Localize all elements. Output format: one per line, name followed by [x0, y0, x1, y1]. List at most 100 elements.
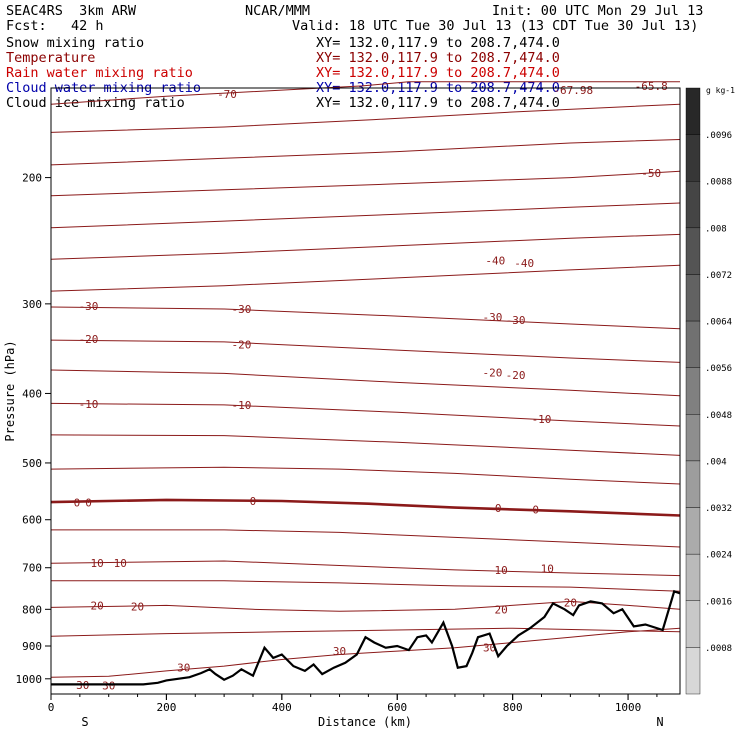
colorbar-label-4: .0064: [705, 318, 732, 328]
isotherm-label-13-4: 0: [532, 504, 539, 517]
isotherm-label-19-3: 30: [333, 645, 346, 658]
colorbar-label-0: .0096: [705, 131, 732, 141]
y-tick-label-500: 500: [22, 457, 42, 470]
isotherm-line-10: [50, 402, 681, 427]
y-axis-label: Pressure (hPa): [3, 340, 17, 441]
x-tick-label-0: 0: [48, 701, 55, 714]
isotherm-label-7-3: -30: [506, 314, 526, 327]
isotherm-label-7-2: -30: [483, 311, 503, 324]
org-label: NCAR/MMM: [245, 3, 311, 19]
y-tick-label-700: 700: [22, 562, 42, 575]
colorbar-label-2: .008: [705, 224, 727, 234]
colorbar-swatch-5: [685, 320, 701, 368]
xy-rain: XY= 132.0,117.9 to 208.7,474.0: [316, 65, 560, 81]
field-cloudice-label: Cloud ice mixing ratio: [6, 95, 185, 111]
isotherm-label-17-3: 20: [564, 597, 577, 610]
xy-snow: XY= 132.0,117.9 to 208.7,474.0: [316, 35, 560, 51]
forecast-hour: Fcst: 42 h: [6, 18, 104, 34]
isotherm-line-0: [50, 81, 680, 105]
colorbar-swatch-8: [685, 460, 701, 508]
isotherm-line-7: [50, 306, 681, 330]
field-snow-label: Snow mixing ratio: [6, 35, 145, 51]
isotherm-label-1-1: -67.98: [553, 84, 593, 97]
isotherm-label-7-0: -30: [79, 300, 99, 313]
x-tick-label-600: 600: [387, 701, 407, 714]
isotherm-label-17-2: 20: [494, 603, 507, 616]
model-title: SEAC4RS 3km ARW: [6, 3, 137, 19]
isotherm-label-3-0: -50: [641, 167, 661, 180]
field-temperature-label: Temperature: [6, 50, 96, 66]
isotherm-label-13-0: 0: [74, 497, 81, 510]
isotherm-label-13-1: 0: [85, 497, 92, 510]
field-rain-label: Rain water mixing ratio: [6, 65, 193, 81]
isotherm-label-0-0: -70: [217, 88, 237, 101]
isotherm-line-12: [50, 466, 681, 485]
isotherm-line-8: [50, 339, 681, 363]
colorbar-label-3: .0072: [705, 271, 732, 281]
x-axis-label: Distance (km): [318, 715, 412, 729]
isotherm-label-1-0: -65.8: [635, 80, 668, 93]
isotherm-label-8-1: -20: [231, 339, 251, 352]
colorbar-label-11: .0008: [705, 644, 732, 654]
colorbar-label-1: .0088: [705, 178, 732, 188]
isotherm-line-5: [50, 233, 681, 260]
colorbar-swatch-9: [685, 507, 701, 555]
x-tick-label-800: 800: [503, 701, 523, 714]
isotherm-line-15: [50, 560, 681, 577]
isotherm-label-13-2: 0: [250, 495, 257, 508]
colorbar-label-6: .0048: [705, 411, 732, 421]
isotherm-line-4: [50, 202, 681, 229]
isotherm-label-19-1: 30: [102, 680, 115, 693]
isotherm-label-5-1: -40: [514, 257, 534, 270]
isotherm-line-14: [51, 529, 681, 548]
isotherm-label-19-2: 30: [177, 662, 190, 675]
colorbar-swatch-10: [685, 553, 701, 601]
colorbar-label-8: .0032: [705, 504, 732, 514]
isotherm-label-15-0: 10: [91, 557, 104, 570]
y-tick-label-300: 300: [22, 298, 42, 311]
isotherm-label-8-3: -20: [506, 369, 526, 382]
plot-frame: [50, 87, 681, 695]
colorbar-label-7: .004: [705, 457, 727, 467]
isotherm-label-7-1: -30: [231, 303, 251, 316]
isotherm-line-3: [50, 170, 681, 197]
isotherm-label-5-0: -40: [485, 254, 505, 267]
xy-cloudice: XY= 132.0,117.9 to 208.7,474.0: [316, 95, 560, 111]
colorbar-label-9: .0024: [705, 551, 732, 561]
x-tick-label-200: 200: [156, 701, 176, 714]
isotherm-label-10-2: -10: [532, 413, 552, 426]
terrain-layer: [51, 589, 681, 686]
isotherm-line-13: [50, 498, 681, 517]
y-tick-label-200: 200: [22, 172, 42, 185]
colorbar-swatch-7: [685, 414, 701, 462]
colorbar-swatch-0: [685, 87, 701, 135]
colorbar-unit: g kg-1: [706, 86, 735, 95]
x-end-label-left: S: [81, 715, 88, 729]
isotherm-label-13-3: 0: [495, 502, 502, 515]
colorbar-label-10: .0016: [705, 597, 732, 607]
isotherm-label-8-2: -20: [483, 367, 503, 380]
colorbar-swatch-3: [685, 227, 701, 275]
isotherm-line-19: [50, 627, 681, 678]
colorbar-swatch-1: [685, 134, 701, 182]
isotherm-layer: -70-65.8-67.98-50-40 -40-30 -30-30 -30-20 -2…: [50, 80, 681, 693]
x-tick-label-1000: 1000: [615, 701, 642, 714]
init-time: Init: 00 UTC Mon 29 Jul 13: [492, 3, 704, 19]
isotherm-label-10-1: -10: [231, 399, 251, 412]
isotherm-label-15-2: 10: [494, 564, 507, 577]
colorbar: .0096 .0088 .008 .0072 .0064 .0056 .0048 .004 .0…: [685, 87, 732, 695]
isotherm-label-17-1: 20: [131, 601, 144, 614]
valid-time: Valid: 18 UTC Tue 30 Jul 13 (13 CDT Tue …: [292, 18, 699, 34]
isotherm-line-11: [50, 434, 681, 456]
y-tick-label-800: 800: [22, 603, 42, 616]
isotherm-label-10-0: -10: [79, 398, 99, 411]
isotherm-label-15-1: 10: [114, 557, 127, 570]
isotherm-line-2: [50, 139, 681, 166]
isotherm-label-8-0: -20: [79, 333, 99, 346]
colorbar-swatch-11: [685, 600, 701, 648]
isotherm-line-1: [50, 103, 681, 133]
x-end-label-right: N: [656, 715, 663, 729]
isotherm-line-17: [50, 600, 681, 612]
colorbar-swatch-6: [685, 367, 701, 415]
